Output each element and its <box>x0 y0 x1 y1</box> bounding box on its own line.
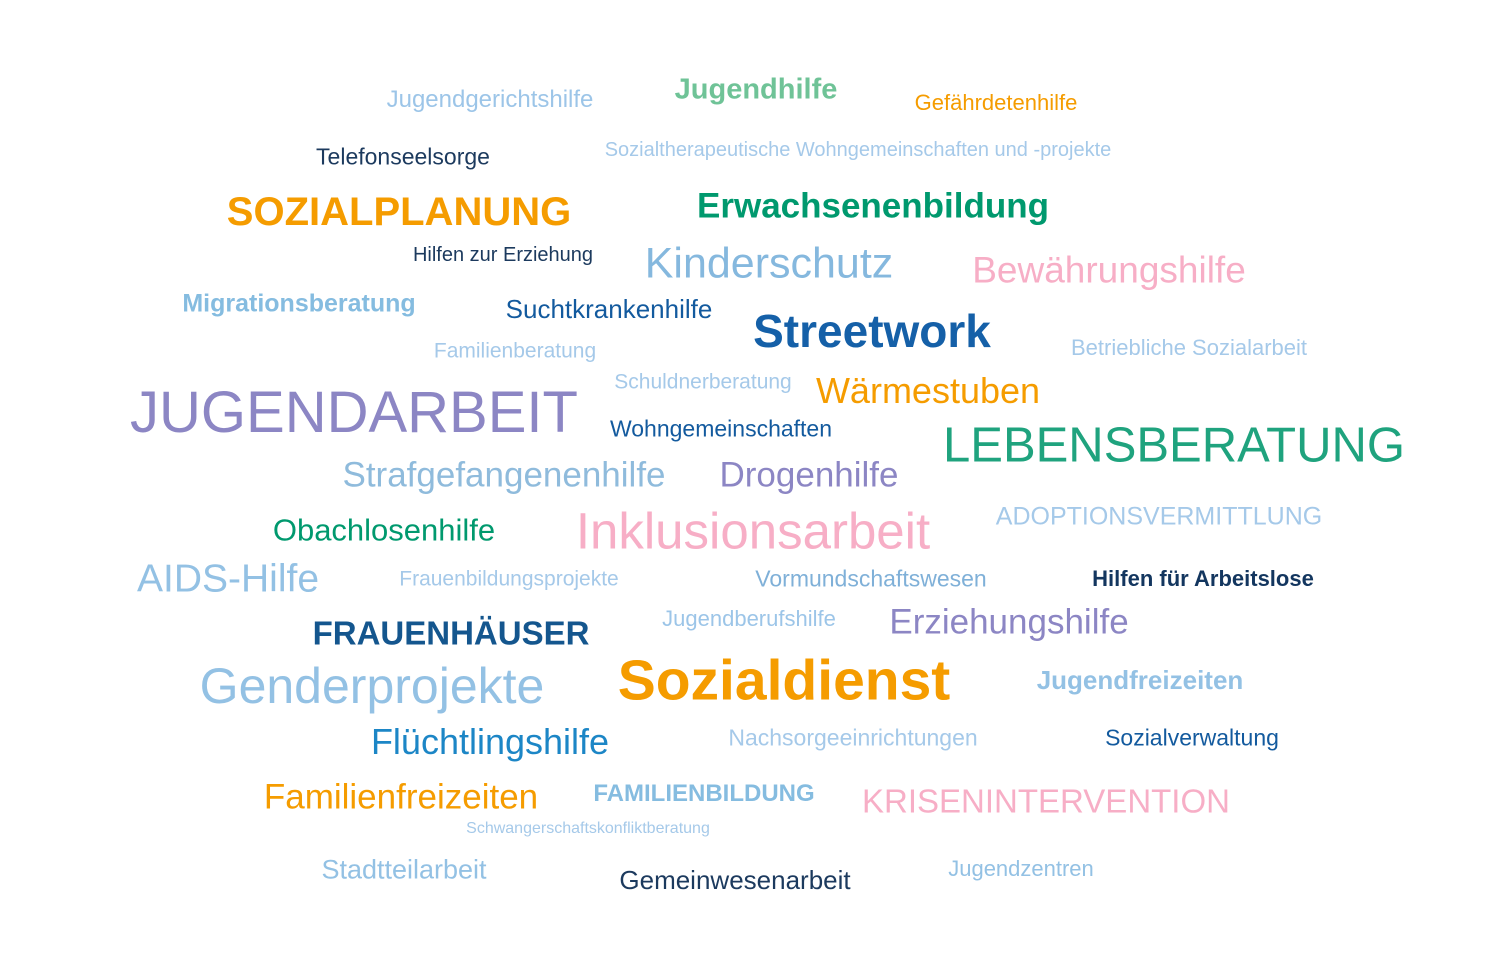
cloud-word-vormundschaftswesen: Vormundschaftswesen <box>755 565 987 592</box>
cloud-word-nachsorgeeinrichtungen: Nachsorgeeinrichtungen <box>728 724 978 751</box>
cloud-word-jugendfreizeiten: Jugendfreizeiten <box>1036 665 1244 695</box>
cloud-word-stadtteilarbeit: Stadtteilarbeit <box>321 854 487 885</box>
cloud-word-erwachsenenbildung: Erwachsenenbildung <box>697 186 1049 226</box>
cloud-word-schuldnerberatung: Schuldnerberatung <box>614 370 792 394</box>
cloud-word-jugendhilfe: Jugendhilfe <box>674 73 838 106</box>
cloud-word-sozialdienst: Sozialdienst <box>617 648 951 713</box>
cloud-word-familienberatung: Familienberatung <box>433 339 597 363</box>
cloud-word-sozialverwaltung: Sozialverwaltung <box>1105 724 1279 751</box>
cloud-word-gefährdetenhilfe: Gefährdetenhilfe <box>914 90 1078 115</box>
cloud-word-gemeinwesenarbeit: Gemeinwesenarbeit <box>619 865 851 895</box>
cloud-word-jugendarbeit: JUGENDARBEIT <box>130 380 578 445</box>
cloud-word-sozialplanung: SOZIALPLANUNG <box>226 190 572 234</box>
cloud-word-frauenbildungsprojekte: Frauenbildungsprojekte <box>399 567 619 591</box>
cloud-word-wohngemeinschaften: Wohngemeinschaften <box>609 415 833 442</box>
cloud-word-flüchtlingshilfe: Flüchtlingshilfe <box>370 721 610 762</box>
cloud-word-jugendberufshilfe: Jugendberufshilfe <box>662 606 836 631</box>
cloud-word-jugendgerichtshilfe: Jugendgerichtshilfe <box>386 86 594 113</box>
cloud-word-erziehungshilfe: Erziehungshilfe <box>889 602 1129 642</box>
cloud-word-krisenintervention: KRISENINTERVENTION <box>862 782 1230 820</box>
cloud-word-familienfreizeiten: Familienfreizeiten <box>263 777 539 817</box>
cloud-word-familienbildung: FAMILIENBILDUNG <box>593 780 815 807</box>
cloud-word-jugendzentren: Jugendzentren <box>948 856 1094 881</box>
cloud-word-streetwork: Streetwork <box>753 305 991 357</box>
cloud-word-kinderschutz: Kinderschutz <box>644 239 894 288</box>
cloud-word-inklusionsarbeit: Inklusionsarbeit <box>575 502 931 560</box>
cloud-word-telefonseelsorge: Telefonseelsorge <box>316 143 490 170</box>
cloud-word-bewährungshilfe: Bewährungshilfe <box>972 249 1246 291</box>
cloud-word-suchtkrankenhilfe: Suchtkrankenhilfe <box>505 294 713 324</box>
cloud-word-drogenhilfe: Drogenhilfe <box>719 455 899 495</box>
cloud-word-aids-hilfe: AIDS-Hilfe <box>136 557 320 601</box>
cloud-word-adoptionsvermittlung: ADOPTIONSVERMITTLUNG <box>995 502 1323 531</box>
cloud-word-hilfen-zur-erziehung: Hilfen zur Erziehung <box>412 244 594 266</box>
cloud-word-genderprojekte: Genderprojekte <box>199 658 545 714</box>
cloud-word-schwangerschaftskonfliktberatung: Schwangerschaftskonfliktberatung <box>466 820 710 837</box>
cloud-word-migrationsberatung: Migrationsberatung <box>182 289 416 318</box>
cloud-word-strafgefangenenhilfe: Strafgefangenenhilfe <box>342 455 666 495</box>
cloud-word-hilfen-für-arbeitslose: Hilfen für Arbeitslose <box>1092 566 1314 591</box>
cloud-word-frauenhäuser: FRAUENHÄUSER <box>312 614 590 652</box>
cloud-word-betriebliche-sozialarbeit: Betriebliche Sozialarbeit <box>1070 335 1308 360</box>
cloud-word-sozialtherapeutische-wohngemeinschaften-und-: Sozialtherapeutische Wohngemeinschaften … <box>604 139 1112 161</box>
cloud-word-lebensberatung: LEBENSBERATUNG <box>943 418 1405 473</box>
cloud-word-obachlosenhilfe: Obachlosenhilfe <box>272 512 496 548</box>
cloud-word-wärmestuben: Wärmestuben <box>815 370 1041 411</box>
